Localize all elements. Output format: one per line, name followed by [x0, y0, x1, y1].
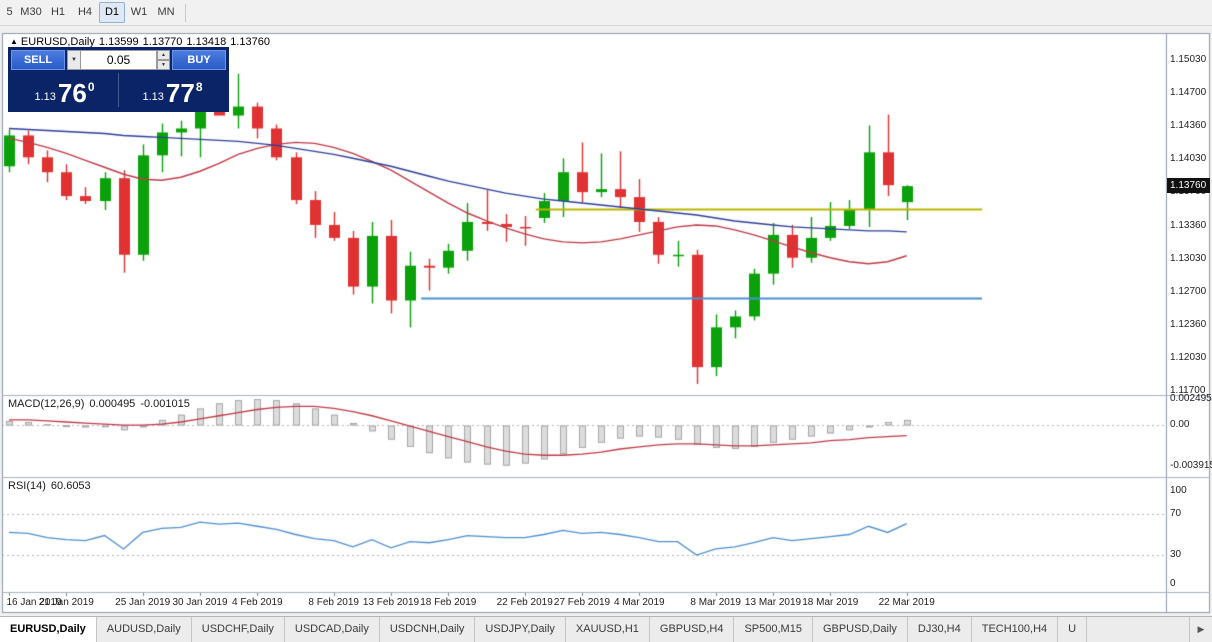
buy-price-digits: 77 — [165, 78, 195, 108]
buy-button[interactable]: BUY — [172, 50, 226, 70]
price-divider — [118, 73, 119, 107]
sell-price-pip: 0 — [87, 80, 95, 94]
toolbar-separator — [185, 3, 186, 22]
volume-dropdown-button[interactable]: ▼ — [67, 50, 81, 70]
timeframe-button-H1[interactable]: H1 — [50, 6, 66, 18]
symbol-tab-GBPUSD-Daily[interactable]: GBPUSD,Daily — [813, 617, 908, 642]
symbol-tab-TECH100-H4[interactable]: TECH100,H4 — [972, 617, 1059, 642]
symbol-tab-USDCHF-Daily[interactable]: USDCHF,Daily — [192, 617, 285, 642]
rsi-value: 60.6053 — [50, 480, 91, 492]
volume-increase-button[interactable]: ▲ — [157, 50, 170, 60]
tabbar-spacer — [1087, 617, 1189, 642]
symbol-tab-USDJPY-Daily[interactable]: USDJPY,Daily — [475, 617, 566, 642]
symbol-tab-U[interactable]: U — [1058, 617, 1088, 642]
macd-main-value: 0.000495 — [89, 398, 136, 410]
timeframe-button-MN[interactable]: MN — [157, 6, 175, 18]
rsi-name: RSI(14) — [8, 480, 46, 492]
symbol-tab-XAUUSD-H1[interactable]: XAUUSD,H1 — [566, 617, 650, 642]
symbol-tab-USDCAD-Daily[interactable]: USDCAD,Daily — [285, 617, 380, 642]
volume-input[interactable]: 0.05 — [81, 50, 157, 70]
symbol-tab-SP500-M15[interactable]: SP500,M15 — [734, 617, 813, 642]
one-click-trade-panel: SELL ▼ 0.05 ▲ ▼ BUY 1.13 76 0 1.13 77 8 — [8, 47, 229, 112]
sell-button[interactable]: SELL — [11, 50, 65, 70]
chart-title: ▲ EURUSD,Daily 1.13599 1.13770 1.13418 1.1376… — [10, 36, 274, 48]
symbol-tab-GBPUSD-H4[interactable]: GBPUSD,H4 — [650, 617, 735, 642]
macd-signal-value: -0.001015 — [140, 398, 190, 410]
ohlc-close: 1.13760 — [230, 36, 270, 48]
sell-price-prefix: 1.13 — [34, 91, 56, 103]
buy-price-display[interactable]: 1.13 77 8 — [119, 71, 226, 109]
volume-decrease-button[interactable]: ▼ — [157, 60, 170, 70]
rsi-label: RSI(14) 60.6053 — [8, 480, 96, 492]
buy-price-prefix: 1.13 — [142, 91, 164, 103]
timeframe-button-H4[interactable]: H4 — [77, 6, 93, 18]
macd-name: MACD(12,26,9) — [8, 398, 85, 410]
symbol-tab-USDCNH-Daily[interactable]: USDCNH,Daily — [380, 617, 476, 642]
sell-price-display[interactable]: 1.13 76 0 — [11, 71, 118, 109]
symbol-tab-AUDUSD-Daily[interactable]: AUDUSD,Daily — [97, 617, 192, 642]
timeframe-button-D1[interactable]: D1 — [99, 2, 125, 23]
tab-scroll-right-icon[interactable]: ▶ — [1189, 617, 1212, 642]
symbol-tab-EURUSD-Daily[interactable]: EURUSD,Daily — [0, 617, 97, 642]
timeframe-toolbar: 5 M30 H1 H4 D1 W1 MN — [0, 0, 1212, 26]
chart-symbol-label: EURUSD,Daily — [20, 36, 95, 48]
macd-label: MACD(12,26,9) 0.000495 -0.001015 — [8, 398, 195, 410]
sell-price-digits: 76 — [57, 78, 87, 108]
timeframe-button-W1[interactable]: W1 — [130, 6, 148, 18]
symbol-marker-icon: ▲ — [10, 37, 18, 46]
timeframe-button-5[interactable]: 5 — [6, 6, 13, 18]
timeframe-button-M30[interactable]: M30 — [20, 6, 42, 18]
volume-spinner: ▲ ▼ — [157, 50, 170, 70]
ohlc-open: 1.13599 — [98, 36, 139, 48]
ohlc-high: 1.13770 — [142, 36, 183, 48]
buy-price-pip: 8 — [195, 80, 203, 94]
symbol-tab-DJ30-H4[interactable]: DJ30,H4 — [908, 617, 972, 642]
symbol-tabbar: EURUSD,Daily AUDUSD,Daily USDCHF,Daily USDC… — [0, 616, 1212, 642]
ohlc-low: 1.13418 — [186, 36, 227, 48]
